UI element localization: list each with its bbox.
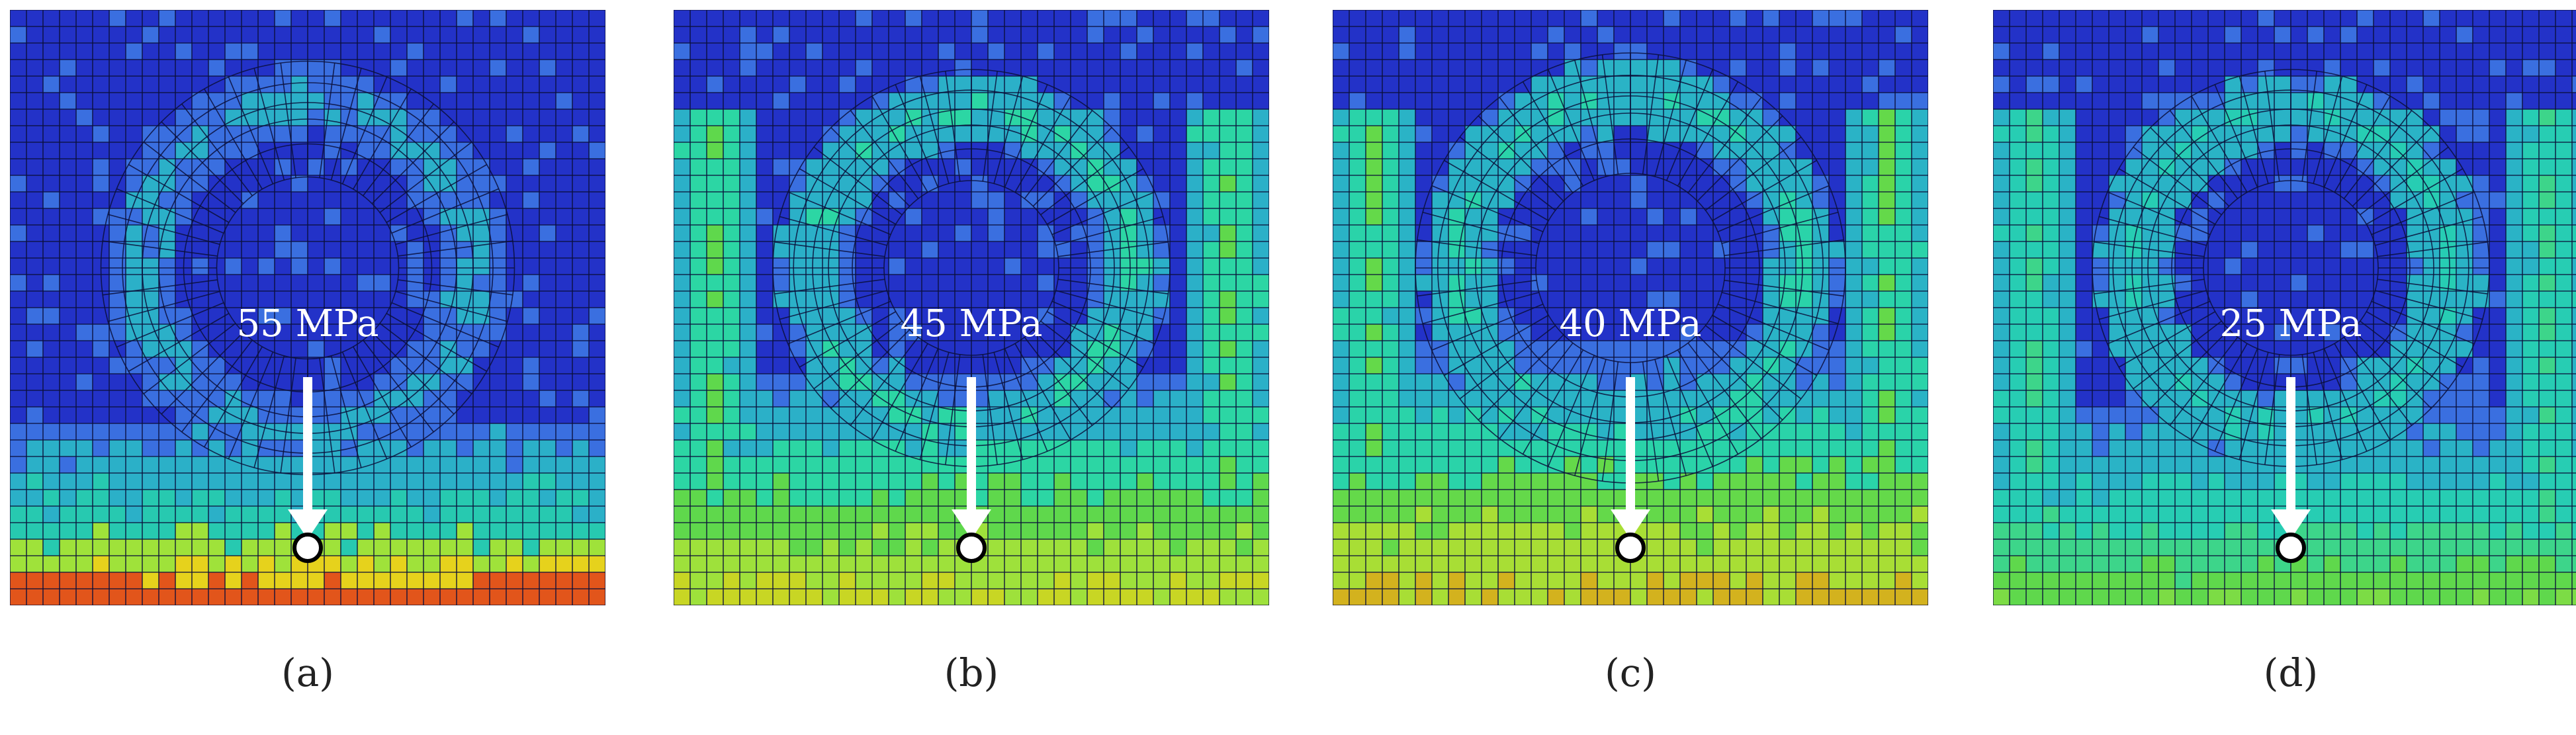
mesh-contour-plot [1333,10,1928,605]
contour-cells [1993,10,2576,605]
panel-caption: (c) [1605,650,1656,695]
stress-contour-panel-b: 45 MPa [674,10,1269,605]
stress-contour-panel-a: 55 MPa [10,10,605,605]
panel-caption: (b) [944,650,999,695]
contour-cells [10,10,605,605]
mesh-grid [674,10,1269,605]
contour-cells [1333,10,1928,605]
measurement-point [956,533,987,563]
load-arrow [288,377,328,539]
mesh-contour-plot [674,10,1269,605]
load-arrow [2271,377,2311,539]
measurement-point [1615,533,1646,563]
stress-contour-panel-d: 25 MPa [1993,10,2576,605]
stress-contour-panel-c: 40 MPa [1333,10,1928,605]
panel-caption: (a) [281,650,334,695]
load-arrow [952,377,991,539]
load-arrow [1611,377,1650,539]
measurement-point [2276,533,2306,563]
mesh-grid [10,10,605,605]
measurement-point [292,533,323,563]
mesh-contour-plot [10,10,605,605]
mesh-contour-plot [1993,10,2576,605]
panel-caption: (d) [2263,650,2319,695]
